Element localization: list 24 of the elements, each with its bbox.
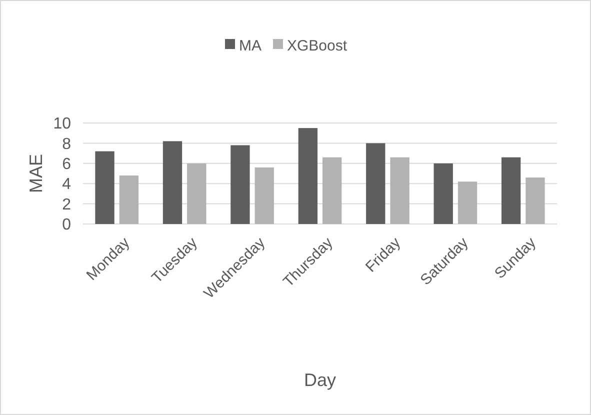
bar bbox=[458, 182, 478, 224]
bar bbox=[434, 163, 453, 224]
bar bbox=[501, 157, 521, 224]
bar bbox=[119, 176, 139, 224]
bar bbox=[230, 145, 250, 224]
bar bbox=[322, 157, 342, 224]
bar bbox=[254, 167, 274, 224]
y-tick-label: 2 bbox=[62, 196, 72, 214]
legend-label: XGBoost bbox=[287, 37, 348, 54]
y-tick-label: 6 bbox=[62, 156, 72, 173]
bar bbox=[366, 143, 386, 224]
bar bbox=[187, 163, 206, 224]
bar bbox=[526, 178, 545, 224]
y-tick-label: 8 bbox=[62, 136, 72, 153]
y-axis-title: MAE bbox=[26, 154, 46, 194]
bar bbox=[162, 141, 182, 224]
bar bbox=[390, 157, 410, 224]
y-tick-label: 4 bbox=[62, 176, 72, 194]
bar bbox=[95, 151, 114, 224]
x-axis-title: Day bbox=[304, 370, 336, 390]
bar bbox=[298, 128, 318, 224]
y-tick-label: 0 bbox=[62, 216, 72, 234]
legend-label: MA bbox=[239, 37, 262, 54]
y-tick-label: 10 bbox=[53, 116, 72, 133]
